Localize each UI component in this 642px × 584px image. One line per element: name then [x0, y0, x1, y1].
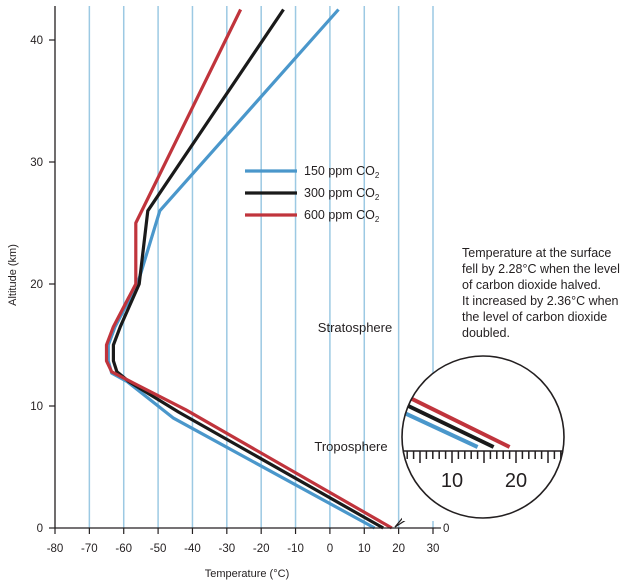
inset-tick-label: 20: [505, 470, 527, 492]
inset-series-line: [402, 408, 479, 449]
annotation-line: of carbon dioxide halved.: [462, 278, 601, 292]
legend: 150 ppm CO2 300 ppm CO2 600 ppm CO2: [245, 164, 380, 224]
legend-label: 150 ppm CO2: [304, 164, 380, 180]
legend-label: 300 ppm CO2: [304, 186, 380, 202]
y-tick-label: 30: [30, 157, 43, 169]
x-tick-label: -20: [253, 543, 270, 555]
y-tick-label: 0: [37, 523, 43, 535]
series-line: [106, 8, 376, 530]
annotation-line: Temperature at the surface: [462, 246, 612, 260]
y-tick-label: 40: [30, 35, 43, 47]
y-tick-label: 10: [30, 401, 43, 413]
x-tick-label: -70: [81, 543, 98, 555]
x-tick-label: 0: [327, 543, 333, 555]
legend-label: 600 ppm CO2: [304, 208, 380, 224]
annotation-text: Temperature at the surface fell by 2.28°…: [462, 245, 642, 341]
y-tick-label: 20: [30, 279, 43, 291]
inset-series-line: [402, 390, 511, 449]
y-axis-title: Altitude (km): [7, 244, 19, 306]
x-tick-label: -40: [184, 543, 201, 555]
series-line: [104, 8, 393, 530]
x-axis-title: Temperature (°C): [205, 568, 289, 580]
stratosphere-label: Stratosphere: [318, 320, 392, 335]
inset-series-line: [402, 399, 495, 449]
x-tick-label: 10: [358, 543, 371, 555]
x-tick-label: -60: [115, 543, 132, 555]
annotation-line: the level of carbon dioxide: [462, 310, 608, 324]
x-tick-label: -30: [219, 543, 236, 555]
zoom-inset: 10 20: [394, 355, 566, 528]
x-tick-label: -80: [47, 543, 64, 555]
inset-clip-group: [402, 390, 564, 463]
grid: [88, 6, 434, 528]
plot-lines: [104, 8, 393, 530]
inset-tick-label: 10: [441, 470, 463, 492]
annotation-line: It increased by 2.36°C when: [462, 294, 619, 308]
inset-border: [401, 355, 565, 519]
series-line: [111, 8, 384, 530]
annotation-line: fell by 2.28°C when the level: [462, 262, 620, 276]
annotation-line: doubled.: [462, 326, 510, 340]
x-tick-label: 30: [427, 543, 440, 555]
troposphere-label: Troposphere: [314, 439, 387, 454]
zero-label: 0: [443, 523, 449, 535]
x-tick-label: 20: [392, 543, 405, 555]
x-tick-label: -50: [150, 543, 167, 555]
x-tick-label: -10: [287, 543, 304, 555]
axes: 0 10 20 30 40 -80 -70 -60 -50 -40 -30 -20 -10 0 10 20 30…: [30, 6, 449, 555]
